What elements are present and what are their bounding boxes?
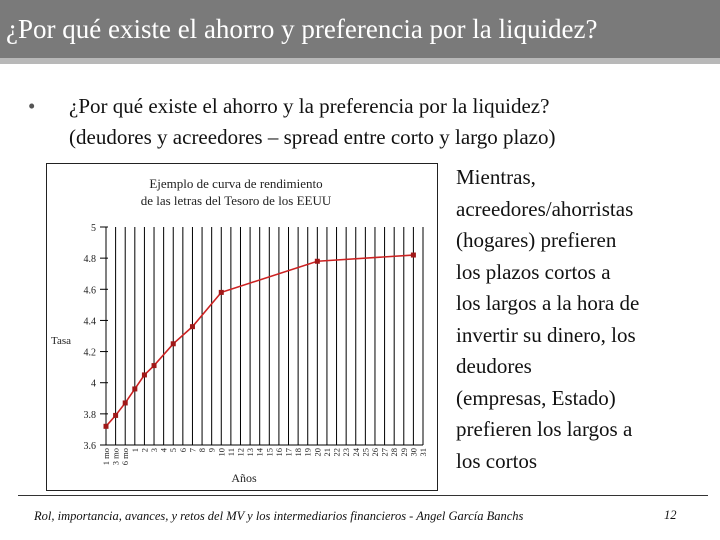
- bullet-line-1: ¿Por qué existe el ahorro y la preferenc…: [69, 94, 550, 118]
- x-tick-label: 6: [178, 448, 188, 452]
- x-tick-label: 17: [284, 448, 294, 457]
- data-point: [410, 252, 416, 258]
- slide-title: ¿Por qué existe el ahorro y preferencia …: [6, 14, 598, 44]
- bullet-symbol: •: [28, 94, 36, 118]
- x-tick-label: 8: [197, 448, 207, 452]
- x-tick-label: 9: [207, 448, 217, 452]
- x-tick-label: 24: [351, 447, 361, 456]
- x-tick-label: 16: [274, 448, 284, 457]
- x-tick-label: 21: [322, 448, 332, 457]
- chart-border: [46, 163, 438, 491]
- x-tick-label: 4: [159, 447, 169, 452]
- side-text: Mientras, acreedores/ahorristas (hogares) …: [456, 162, 718, 477]
- x-tick-label: 28: [389, 448, 399, 457]
- footer-text: Rol, importancia, avances, y retos del M…: [34, 509, 524, 523]
- x-tick-label: 11: [226, 448, 236, 456]
- x-tick-label: 29: [399, 448, 409, 457]
- side-text-line: los cortos: [456, 448, 538, 473]
- x-tick-label: 18: [293, 448, 303, 457]
- x-tick-label: 26: [370, 448, 380, 457]
- slide-title-bar: ¿Por qué existe el ahorro y preferencia …: [0, 0, 720, 64]
- page-number: 12: [664, 508, 677, 522]
- x-tick-label: 30: [408, 448, 418, 457]
- x-tick-label: 25: [360, 448, 370, 457]
- x-tick-label: 6 mo: [120, 448, 130, 465]
- x-tick-label: 12: [235, 448, 245, 457]
- x-tick-label: 10: [216, 448, 226, 457]
- x-tick-label: 19: [303, 448, 313, 457]
- data-point: [141, 372, 147, 378]
- x-tick-label: 1: [130, 448, 140, 452]
- y-tick-label: 5: [91, 223, 96, 234]
- data-point: [314, 258, 320, 264]
- x-tick-label: 22: [332, 448, 342, 457]
- side-text-line: (empresas, Estado): [456, 385, 616, 410]
- side-text-line: deudores: [456, 354, 532, 378]
- x-tick-label: 13: [245, 448, 255, 457]
- bullet-line-2: (deudores y acreedores – spread entre co…: [69, 125, 556, 149]
- chart-grid: [105, 227, 424, 445]
- x-tick-label: 3 mo: [111, 448, 121, 465]
- y-tick-label: 4: [91, 379, 96, 390]
- chart-title-line-1: Ejemplo de curva de rendimiento: [149, 176, 322, 191]
- x-tick-label: 27: [380, 448, 390, 457]
- side-text-line: prefieren los largos a: [456, 417, 633, 441]
- y-tick-label: 4.2: [84, 348, 97, 359]
- data-point: [151, 363, 157, 369]
- chart-axes: 3.63.844.24.44.64.851 mo 3 mo 6 mo 1 2 3 4 5 6 7 8…: [84, 223, 429, 465]
- data-point: [113, 412, 119, 418]
- chart-title-line-2: de las letras del Tesoro de los EEUU: [141, 193, 332, 208]
- yield-curve-chart: Ejemplo de curva de rendimiento de las l…: [46, 163, 438, 491]
- y-tick-label: 4.8: [84, 254, 97, 265]
- side-text-line: los largos a la hora de: [456, 291, 640, 315]
- side-text-line: Mientras,: [456, 165, 536, 189]
- x-tick-label: 14: [255, 447, 265, 456]
- title-bar-divider: [0, 58, 720, 64]
- data-point: [189, 324, 195, 330]
- x-tick-label: 31: [418, 448, 428, 457]
- chart-series: [103, 252, 416, 429]
- data-point: [132, 386, 138, 392]
- x-tick-label: 23: [341, 448, 351, 457]
- footer-divider: [18, 495, 708, 496]
- x-tick-label: 2: [139, 448, 149, 452]
- data-point: [218, 289, 224, 295]
- side-text-line: (hogares) prefieren: [456, 228, 617, 252]
- x-tick-label: 20: [312, 448, 322, 457]
- side-text-line: los plazos cortos a: [456, 259, 611, 284]
- x-axis-label: Años: [231, 471, 257, 485]
- data-point: [122, 400, 128, 406]
- y-axis-label: Tasa: [51, 335, 71, 347]
- x-tick-label: 1 mo: [101, 448, 111, 465]
- x-tick-label: 7: [187, 448, 197, 452]
- side-text-line: acreedores/ahorristas: [456, 196, 634, 221]
- data-point: [103, 423, 109, 429]
- x-tick-label: 15: [264, 448, 274, 457]
- x-tick-label: 3: [149, 448, 159, 452]
- data-point: [170, 341, 176, 347]
- y-tick-label: 3.8: [84, 410, 97, 421]
- y-tick-label: 3.6: [84, 441, 97, 452]
- chart-svg: Ejemplo de curva de rendimiento de las l…: [46, 163, 438, 491]
- x-tick-label: 5: [168, 448, 178, 452]
- side-text-line: invertir su dinero, los: [456, 322, 636, 347]
- y-tick-label: 4.4: [84, 316, 97, 327]
- y-tick-label: 4.6: [84, 285, 97, 296]
